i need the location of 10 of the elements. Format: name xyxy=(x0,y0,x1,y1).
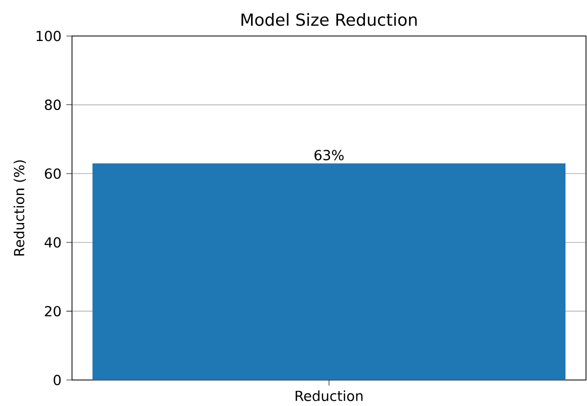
y-axis-title: Reduction (%) xyxy=(14,160,26,256)
y-tick-label: 100 xyxy=(36,30,61,42)
y-tick-label: 20 xyxy=(44,306,61,316)
x-tick-label: Reduction xyxy=(296,390,363,402)
y-tick-label: 80 xyxy=(44,100,61,110)
y-tick-label: 0 xyxy=(54,374,61,386)
chart-title: Model Size Reduction xyxy=(242,13,417,26)
y-tick-label: 40 xyxy=(44,237,61,248)
data-label: 63% xyxy=(314,150,344,160)
y-tick-label: 60 xyxy=(44,168,61,179)
